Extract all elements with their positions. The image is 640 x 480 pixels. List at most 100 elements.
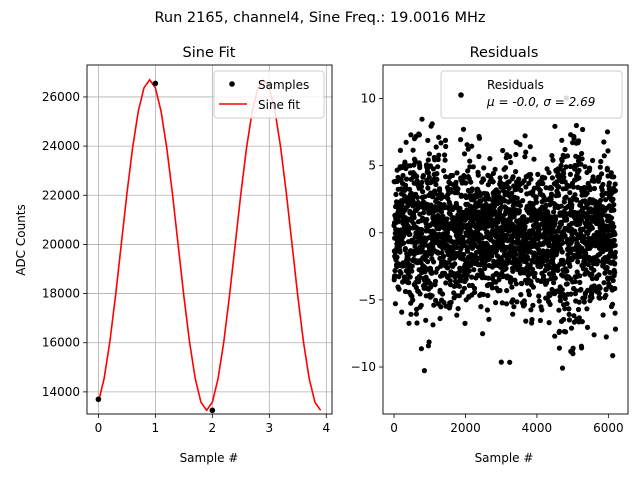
residual-point [420, 173, 426, 179]
residual-point [612, 310, 618, 316]
residual-point [576, 299, 582, 305]
residual-point [523, 318, 529, 324]
residual-point [580, 226, 586, 232]
residual-point [435, 156, 441, 163]
residual-point [510, 268, 516, 274]
residual-point [507, 154, 513, 160]
residual-point [425, 170, 431, 176]
residual-point [470, 164, 476, 170]
residual-point [429, 270, 435, 276]
residual-point [461, 151, 468, 157]
residual-point [590, 157, 596, 164]
residual-point [474, 257, 480, 263]
sine-fit-xtick-label-1: 1 [152, 421, 160, 435]
residual-point [454, 312, 460, 318]
residual-point [506, 185, 512, 191]
residual-point [572, 192, 578, 198]
residual-point [578, 217, 585, 223]
residual-point [590, 174, 596, 180]
residual-point [438, 140, 444, 146]
sine-fit-xtick-label-3: 3 [266, 421, 274, 435]
residual-point [598, 158, 604, 165]
residual-point [503, 265, 509, 271]
residual-point [441, 253, 447, 260]
residual-point [469, 143, 475, 149]
residual-point [441, 168, 447, 174]
residuals-ytick-label-4: 10 [361, 92, 376, 106]
residual-point [573, 288, 579, 294]
residual-point [476, 153, 482, 160]
residual-point [575, 259, 581, 265]
residual-point [408, 132, 414, 138]
sample-point-2 [209, 407, 216, 414]
residual-point [456, 293, 462, 299]
residual-point [604, 264, 610, 271]
residual-point [481, 177, 487, 183]
residual-point [609, 301, 616, 307]
residual-point [405, 256, 411, 262]
residual-point [526, 180, 532, 186]
residual-point [443, 280, 449, 286]
residual-point [429, 293, 435, 299]
residual-point [441, 205, 448, 211]
residual-point [603, 334, 609, 340]
residual-point [540, 180, 546, 187]
residual-point [468, 179, 474, 185]
sine-fit-xtick-label-4: 4 [322, 421, 330, 435]
residual-point [436, 215, 442, 221]
residual-point [521, 302, 528, 308]
residual-point [546, 320, 552, 326]
residual-point [518, 187, 524, 193]
residual-point [431, 302, 437, 308]
residual-point [566, 311, 572, 317]
residual-point [556, 184, 562, 190]
residual-point [566, 306, 572, 312]
residual-point [418, 302, 424, 308]
residual-point [393, 191, 399, 197]
residual-point [546, 170, 552, 176]
residual-point [397, 147, 403, 153]
residual-point [402, 159, 408, 165]
residual-point [465, 244, 471, 250]
residual-point [420, 189, 426, 195]
residual-point [429, 121, 435, 127]
sample-point-0 [95, 396, 102, 403]
residual-point [579, 319, 585, 325]
residual-point [412, 243, 418, 249]
sine-fit-samples-group [95, 80, 273, 414]
residual-point [516, 176, 522, 182]
residual-point [411, 215, 417, 221]
residual-point [557, 298, 564, 304]
residual-point [407, 231, 413, 237]
residual-point [575, 306, 582, 313]
residual-point [539, 261, 545, 267]
residual-point [443, 143, 449, 150]
residual-point [600, 181, 606, 188]
residual-point [604, 165, 611, 171]
residual-point [562, 233, 568, 239]
residual-point [428, 251, 435, 257]
residual-point [517, 141, 523, 148]
residuals-xtick-label-3: 6000 [593, 421, 624, 435]
residual-point [434, 171, 440, 177]
residual-point [414, 320, 420, 326]
residual-point [576, 167, 582, 173]
residual-point [548, 214, 554, 220]
residuals-xtick-label-0: 0 [390, 421, 398, 435]
residual-point [568, 291, 574, 297]
residual-point [408, 311, 414, 317]
sine-fit-ylabel: ADC Counts [14, 204, 28, 276]
residual-point [493, 300, 499, 306]
residual-point [612, 254, 618, 260]
residual-point [419, 116, 425, 122]
residual-point [530, 266, 536, 272]
residuals-xtick-label-2: 4000 [522, 421, 553, 435]
residual-point [564, 301, 570, 307]
residual-point [400, 172, 406, 179]
residual-point [439, 291, 446, 297]
residuals-ytick-label-2: 0 [368, 226, 376, 240]
residual-point [514, 195, 520, 201]
residual-point [566, 317, 573, 323]
sine-fit-xtick-label-2: 2 [209, 421, 217, 435]
residual-point [561, 174, 567, 180]
